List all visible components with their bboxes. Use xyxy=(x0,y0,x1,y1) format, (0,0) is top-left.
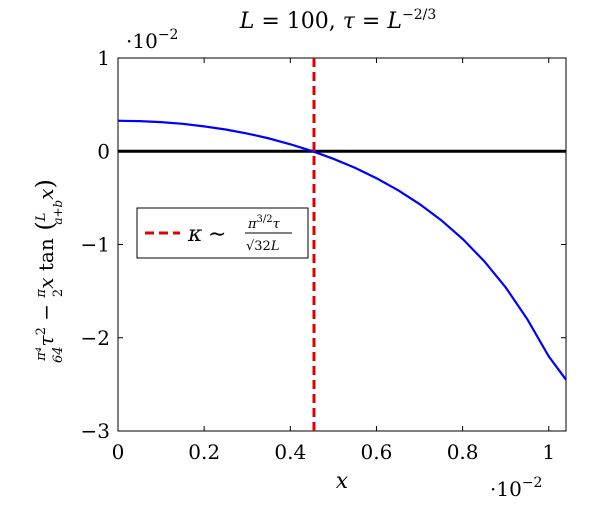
x-axis-label: x xyxy=(336,469,349,494)
x-tick-label: 0.2 xyxy=(188,440,220,464)
svg-text:π3/2τ: π3/2τ xyxy=(247,214,281,232)
legend: κ ∼ π3/2τ √32L xyxy=(136,207,309,259)
y-tick-label: −3 xyxy=(81,419,110,443)
y-axis-ticks: −3 −2 −1 0 1 xyxy=(81,46,566,443)
chart-title: L = 100, τ = L−2/3 xyxy=(239,7,436,34)
svg-text:κ: κ xyxy=(187,222,203,247)
legend-label-kappa: κ ∼ π3/2τ √32L xyxy=(187,214,292,254)
x-tick-label: 0.6 xyxy=(361,440,393,464)
y-tick-label: 1 xyxy=(97,46,110,70)
x-tick-label: 0.4 xyxy=(274,440,306,464)
y-tick-label: 0 xyxy=(97,139,110,163)
x-scale-label: ·10−2 xyxy=(490,475,542,501)
y-tick-label: −1 xyxy=(81,233,110,257)
x-axis-ticks: 0 0.2 0.4 0.6 0.8 1 xyxy=(112,58,555,464)
x-tick-label: 0 xyxy=(112,440,125,464)
svg-text:√32L: √32L xyxy=(246,239,279,254)
y-axis-label: π⁴ 64τ2 − π 2x tan (L a+bx) xyxy=(31,179,66,363)
x-tick-label: 1 xyxy=(542,440,555,464)
x-tick-label: 0.8 xyxy=(447,440,479,464)
svg-text:∼: ∼ xyxy=(208,222,226,247)
y-scale-label: ·10−2 xyxy=(126,27,178,53)
y-tick-label: −2 xyxy=(81,326,110,350)
series-curve xyxy=(117,119,567,381)
